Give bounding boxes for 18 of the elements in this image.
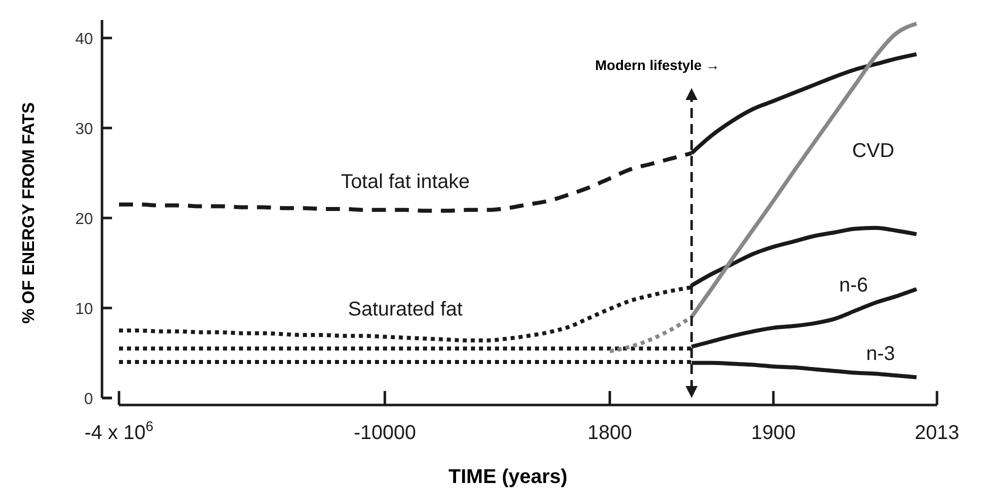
series-label: Total fat intake	[340, 170, 470, 193]
x-tick-label: -4 x 10$^{6}$	[84, 418, 154, 444]
y-tick-label: 20	[75, 211, 94, 228]
y-tick-label: 0	[84, 391, 94, 408]
x-tick-label: 1900	[751, 422, 796, 444]
x-axis-title: TIME (years)	[448, 466, 568, 488]
series-label: Saturated fat	[348, 298, 463, 321]
y-axis-title: % OF ENERGY FROM FATS	[19, 102, 38, 324]
series-label: n-3	[866, 343, 896, 366]
y-tick-label: 10	[75, 301, 94, 318]
y-tick-label: 40	[75, 31, 94, 48]
series-label: n-6	[839, 274, 868, 296]
annotation: Modern lifestyle →	[595, 57, 720, 74]
x-tick-label: -10000	[354, 422, 416, 444]
x-tick-label: 1800	[588, 422, 632, 444]
y-tick-label: 30	[75, 121, 94, 138]
series-label: CVD	[852, 140, 894, 162]
x-tick-label: 2013	[914, 422, 960, 444]
